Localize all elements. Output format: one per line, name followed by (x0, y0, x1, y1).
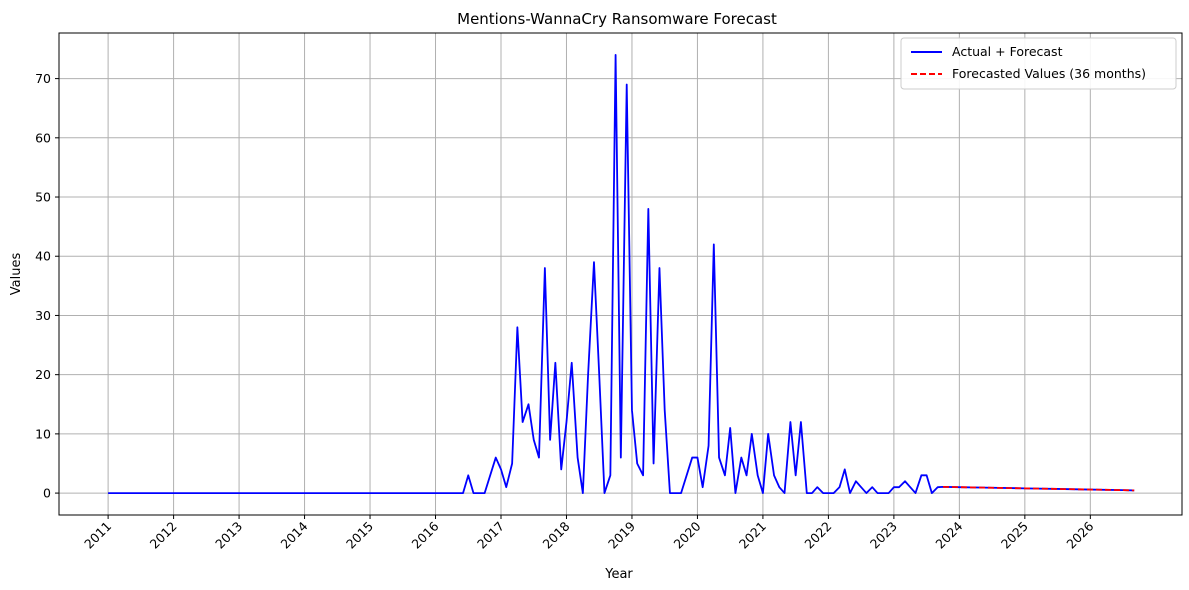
y-tick-label: 20 (35, 367, 51, 382)
plot-frame (58, 32, 1183, 516)
series-layer (108, 54, 1135, 494)
chart-title: Mentions-WannaCry Ransomware Forecast (457, 10, 777, 28)
y-tick-label: 40 (35, 249, 51, 264)
grid (59, 33, 1182, 515)
y-axis-ticks: 0 10 20 30 40 50 60 70 (35, 71, 59, 501)
legend-box (900, 37, 1177, 90)
series-line-forecast (942, 485, 1135, 492)
x-axis-label: Year (604, 567, 633, 582)
y-tick-label: 60 (35, 130, 51, 145)
y-axis-label: Values (9, 253, 24, 296)
legend-label-actual: Actual + Forecast (952, 44, 1063, 59)
y-tick-label: 30 (35, 308, 51, 323)
legend: Actual + Forecast Forecasted Values (36 … (900, 37, 1177, 90)
y-tick-label: 70 (35, 71, 51, 86)
y-tick-label: 10 (35, 426, 51, 441)
series-line-actual (108, 54, 1135, 494)
legend-label-forecast: Forecasted Values (36 months) (952, 66, 1146, 81)
y-tick-label: 0 (43, 486, 51, 501)
y-tick-label: 50 (35, 190, 51, 205)
